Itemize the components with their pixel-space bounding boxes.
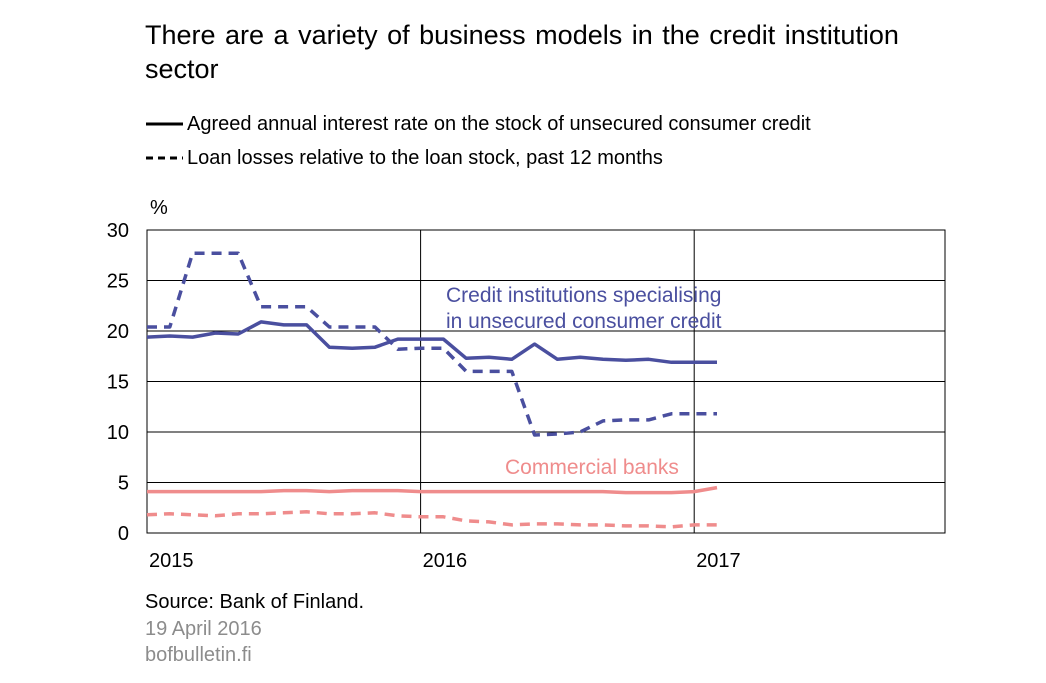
y-tick-label: 10	[107, 422, 129, 444]
x-tick-label: 2017	[696, 550, 741, 572]
x-tick-label: 2016	[423, 550, 468, 572]
annotation-credit-institutions-line: Credit institutions specialising	[446, 284, 721, 307]
y-tick-label: 20	[107, 321, 129, 343]
annotation-commercial-banks: Commercial banks	[505, 456, 679, 479]
y-tick-label: 15	[107, 372, 129, 394]
series-line-1	[147, 251, 717, 437]
legend-label-interest-rate: Agreed annual interest rate on the stock…	[187, 113, 811, 135]
y-unit-label: %	[150, 197, 168, 219]
y-tick-label: 25	[107, 271, 129, 293]
plot-frame	[146, 229, 946, 534]
site-name: bofbulletin.fi	[145, 644, 252, 666]
y-tick-label: 30	[107, 220, 129, 242]
source-note: Source: Bank of Finland.	[145, 591, 365, 613]
y-tick-label: 0	[118, 523, 129, 545]
legend-solid-line-icon	[146, 122, 183, 126]
series-line-2	[147, 485, 718, 495]
legend-label-loan-losses: Loan losses relative to the loan stock, …	[187, 147, 663, 169]
x-tick-label: 2015	[149, 550, 194, 572]
y-tick-label: 5	[118, 473, 129, 495]
publication-date: 19 April 2016	[145, 618, 262, 640]
series-line-3	[146, 510, 717, 529]
annotation-credit-institutions-line: in unsecured consumer credit	[446, 310, 722, 333]
series-line-0	[146, 320, 717, 365]
legend-dashed-line-icon	[146, 156, 183, 160]
chart-title: There are a variety of business models i…	[145, 20, 899, 84]
